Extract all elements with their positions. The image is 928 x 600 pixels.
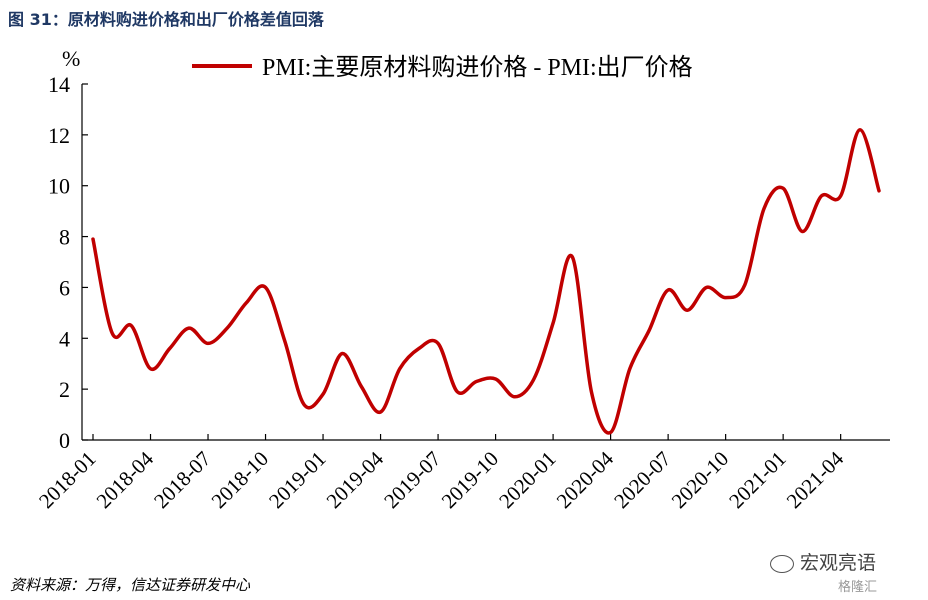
data-point [380, 411, 382, 413]
data-point [150, 368, 152, 370]
x-tick-label: 2019-07 [379, 447, 445, 513]
data-point [552, 322, 554, 324]
data-point [169, 348, 171, 350]
data-point [303, 404, 305, 406]
data-point [667, 289, 669, 291]
data-point [687, 310, 689, 312]
data-point [648, 330, 650, 332]
x-tick-label: 2021-01 [724, 447, 790, 513]
y-tick-label: 4 [59, 326, 70, 351]
x-tick-label: 2019-10 [437, 447, 503, 513]
y-tick-label: 10 [48, 174, 70, 199]
data-point [265, 287, 267, 289]
x-tick-label: 2018-07 [149, 447, 215, 513]
x-tick-label: 2019-01 [264, 447, 330, 513]
series-lines [91, 128, 881, 435]
data-point [246, 302, 248, 304]
data-point [859, 129, 861, 131]
x-tick-label: 2020-10 [667, 447, 733, 513]
data-point [763, 208, 765, 210]
data-point [706, 287, 708, 289]
data-point [322, 393, 324, 395]
watermark-sub: 格隆汇 [838, 580, 878, 595]
data-point [284, 340, 286, 342]
source-note: 资料来源：万得，信达证券研发中心 [10, 576, 251, 594]
figure-title: 图 31：原材料购进价格和出厂价格差值回落 [8, 10, 324, 29]
data-point [821, 195, 823, 197]
data-point [92, 238, 94, 240]
data-point [878, 190, 880, 192]
data-point [725, 297, 727, 299]
data-point [111, 332, 113, 334]
y-tick-label: 12 [48, 123, 70, 148]
data-point [514, 396, 516, 398]
data-point [476, 381, 478, 383]
data-point [782, 188, 784, 190]
data-point [361, 386, 363, 388]
y-tick-label: 6 [59, 275, 70, 300]
wechat-icon [770, 554, 794, 573]
data-point [418, 348, 420, 350]
x-tick-label: 2021-04 [782, 446, 849, 513]
data-point [188, 327, 190, 329]
data-point [629, 368, 631, 370]
data-point [226, 327, 228, 329]
y-tick-label: 14 [48, 72, 70, 97]
x-tick-label: 2020-07 [609, 447, 675, 513]
y-axis: 0 2 4 6 8 10 12 14 [48, 72, 88, 453]
x-axis: 2018-012018-042018-072018-102019-012019-… [34, 434, 890, 513]
x-tick-label: 2020-04 [552, 446, 619, 513]
watermark-text: 宏观亮语 [800, 552, 877, 574]
data-point [341, 353, 343, 355]
y-tick-label: 2 [59, 377, 70, 402]
data-point [533, 378, 535, 380]
data-point [456, 391, 458, 393]
data-point [495, 378, 497, 380]
data-point [610, 432, 612, 434]
data-point [399, 368, 401, 370]
data-point [840, 195, 842, 197]
legend-label: PMI:主要原材料购进价格 - PMI:出厂价格 [262, 54, 693, 81]
x-tick-label: 2018-10 [207, 447, 273, 513]
y-axis-unit: % [62, 46, 80, 71]
data-point [802, 231, 804, 233]
data-point [744, 284, 746, 286]
x-tick-label: 2020-01 [494, 447, 560, 513]
data-point [572, 256, 574, 258]
x-tick-label: 2018-01 [34, 447, 100, 513]
data-point [591, 391, 593, 393]
y-tick-label: 8 [59, 225, 70, 250]
legend: PMI:主要原材料购进价格 - PMI:出厂价格 [192, 54, 693, 81]
series-line [91, 128, 881, 435]
data-point [437, 343, 439, 345]
data-point [207, 343, 209, 345]
x-tick-label: 2018-04 [92, 446, 159, 513]
x-tick-label: 2019-04 [322, 446, 389, 513]
y-tick-label: 0 [59, 428, 70, 453]
watermark: 宏观亮语 [770, 548, 876, 575]
data-point [131, 325, 133, 327]
